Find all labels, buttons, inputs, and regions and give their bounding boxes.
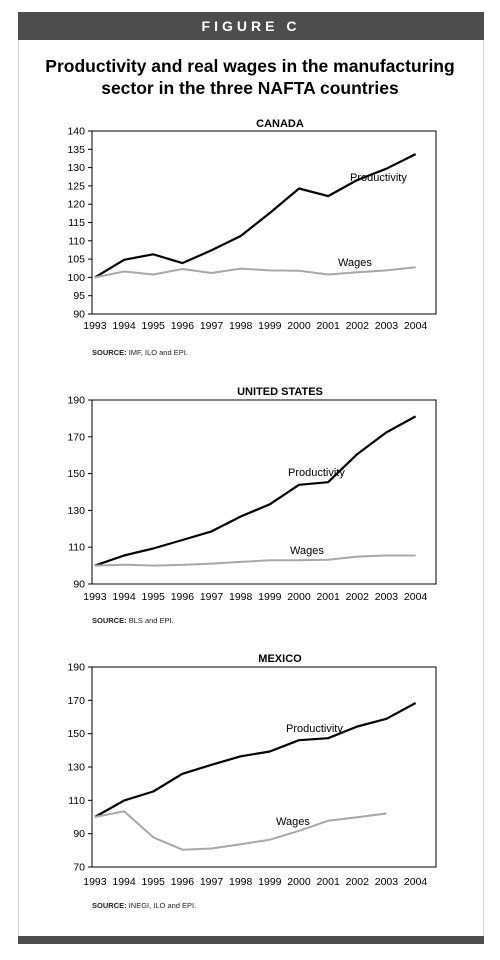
x-tick-label: 1996 [171,876,195,888]
y-tick-label: 150 [67,468,85,480]
y-tick-label: 100 [67,272,85,284]
plot-frame [91,399,437,585]
y-tick-label: 110 [68,542,85,554]
x-tick-label: 1993 [83,591,107,603]
x-tick-label: 1994 [112,876,136,888]
x-tick-label: 2003 [375,591,399,603]
source-note: SOURCE: IMF, ILO and EPI. [92,348,188,357]
series-label-productivity: Productivity [350,172,407,184]
x-tick-label: 1999 [258,876,282,888]
y-tick-label: 115 [68,217,85,229]
y-tick-label: 110 [68,235,85,247]
x-tick-label: 2004 [404,591,428,603]
y-tick-label: 140 [67,126,85,138]
x-tick-label: 2001 [316,876,340,888]
y-tick-label: 90 [73,828,85,840]
series-line-wages [94,554,416,567]
x-tick-label: 1998 [229,591,253,603]
footer-bar [18,936,484,944]
series-line-wages [94,810,387,851]
source-text: BLS and EPI. [128,616,174,625]
y-tick-label: 135 [67,144,85,156]
x-tick-label: 1993 [83,320,107,332]
line-chart-united-states: 90 110 130 150 170 190 1993 1994 1995 1996 1997 199… [67,395,437,603]
x-tick-label: 2002 [346,876,370,888]
source-label: SOURCE: [92,901,127,910]
y-tick-label: 90 [73,309,85,321]
chart-panel-canada: CANADA 90 95 100 105 110 115 120 125 130 135 140 19… [40,118,460,368]
source-note: SOURCE: INEGI, ILO and EPI. [92,901,196,910]
y-tick-label: 125 [67,180,85,192]
x-tick-label: 1994 [112,320,136,332]
chart-panel-united-states: UNITED STATES 90 110 130 150 170 190 1993 1994 1… [40,386,460,636]
x-tick-label: 1998 [229,320,253,332]
figure-frame [18,12,484,942]
x-tick-label: 2001 [316,320,340,332]
x-tick-label: 2003 [375,320,399,332]
figure-label: FIGURE C [18,12,484,40]
x-tick-label: 2000 [287,876,311,888]
x-tick-label: 1993 [83,876,107,888]
chart-title: MEXICO [258,653,302,665]
plot-frame [91,130,437,315]
x-tick-label: 2000 [287,591,311,603]
x-tick-label: 2002 [346,591,370,603]
x-tick-label: 1999 [258,320,282,332]
series-line-productivity [94,415,417,567]
x-tick-label: 1997 [200,876,224,888]
plot-frame [91,666,437,868]
x-tick-label: 1997 [200,591,224,603]
x-tick-label: 1995 [142,591,166,603]
y-tick-label: 95 [73,290,85,302]
y-tick-label: 130 [67,505,85,517]
x-tick-label: 2001 [316,591,340,603]
series-label-productivity: Productivity [286,723,343,735]
x-tick-label: 2003 [375,876,399,888]
series-label-wages: Wages [290,545,324,557]
y-tick-label: 110 [68,795,85,807]
line-chart-canada: 90 95 100 105 110 115 120 125 130 135 140 1993 1994 1… [67,126,437,332]
figure-title: Productivity and real wages in the manuf… [45,56,455,98]
line-chart-mexico: 70 90 110 130 150 170 190 1993 1994 1995 1996 1997 1… [67,662,437,888]
source-text: IMF, ILO and EPI. [128,348,188,357]
y-tick-label: 170 [67,695,85,707]
chart-title: UNITED STATES [237,386,323,398]
chart-title: CANADA [256,118,304,130]
x-tick-label: 1995 [142,320,166,332]
x-tick-label: 1999 [258,591,282,603]
x-tick-label: 1996 [171,320,195,332]
x-tick-label: 1995 [142,876,166,888]
source-text: INEGI, ILO and EPI. [128,901,197,910]
series-label-wages: Wages [338,257,372,269]
series-label-wages: Wages [276,816,310,828]
y-tick-label: 105 [67,254,85,266]
y-tick-label: 70 [73,862,85,874]
x-tick-label: 2002 [346,320,370,332]
y-tick-label: 170 [67,431,85,443]
source-label: SOURCE: [92,616,127,625]
y-tick-label: 90 [73,579,85,591]
y-tick-label: 150 [67,728,85,740]
x-tick-label: 1997 [200,320,224,332]
y-tick-label: 190 [67,395,85,407]
x-tick-label: 2004 [404,876,428,888]
y-tick-label: 120 [67,199,85,211]
x-tick-label: 2000 [287,320,311,332]
chart-panel-mexico: MEXICO 70 90 110 130 150 170 190 1993 1994 1995 19… [40,653,460,913]
series-line-wages [94,266,416,279]
x-tick-label: 1996 [171,591,195,603]
source-label: SOURCE: [92,348,127,357]
x-tick-label: 1994 [112,591,136,603]
y-tick-label: 130 [67,762,85,774]
series-line-productivity [94,702,417,818]
series-label-productivity: Productivity [288,467,345,479]
source-note: SOURCE: BLS and EPI. [92,616,174,625]
x-tick-label: 1998 [229,876,253,888]
y-tick-label: 190 [67,662,85,674]
series-line-productivity [94,153,417,279]
y-tick-label: 130 [67,162,85,174]
x-tick-label: 2004 [404,320,428,332]
